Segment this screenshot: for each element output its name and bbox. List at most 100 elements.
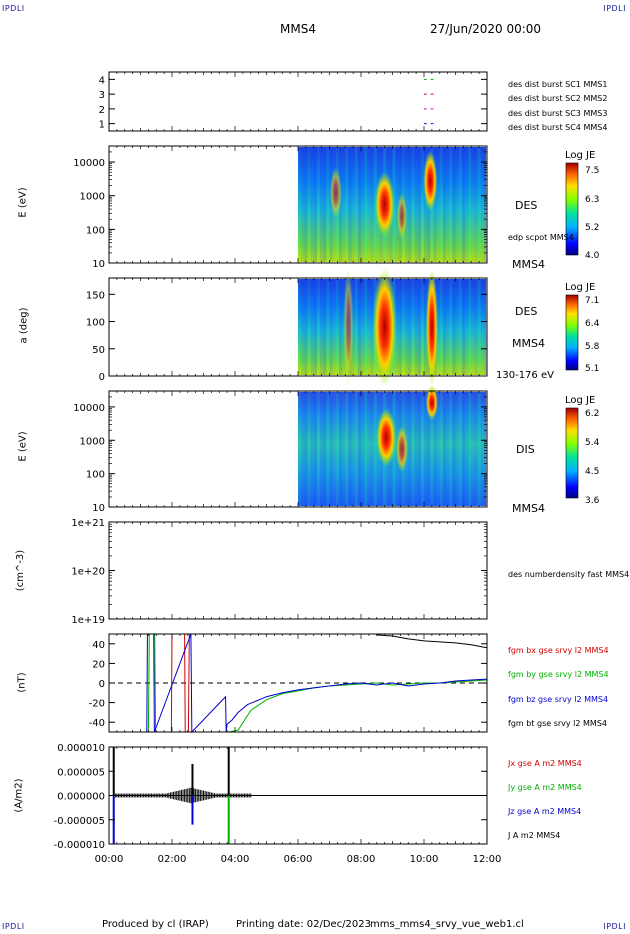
ylabel-current-density: (A/m2) — [13, 778, 25, 813]
ylabel-magnetic-field: (nT) — [16, 672, 28, 693]
spectrogram-stripe — [449, 279, 453, 375]
spectrogram-stripe — [417, 147, 421, 262]
spectrogram-stripe — [342, 392, 346, 506]
spectrogram-stripe — [446, 392, 450, 506]
spectrogram-stripe — [348, 392, 352, 506]
x-tick-label: 08:00 — [347, 854, 376, 865]
spectrogram-stripe — [395, 279, 399, 375]
spectrogram-stripe — [452, 147, 456, 262]
spectrogram-stripe — [395, 147, 399, 262]
spectrogram-stripe — [316, 147, 321, 262]
spectrogram-stripe — [474, 147, 478, 262]
spectrogram-stripe — [373, 392, 377, 506]
spectrogram-stripe — [313, 279, 317, 375]
spectrogram-stripe — [455, 147, 459, 262]
spectrogram-stripe — [408, 147, 412, 262]
spectrogram-stripe — [461, 392, 465, 506]
spectrogram-stripe — [301, 392, 305, 506]
spectrogram-stripe — [424, 147, 428, 262]
spectrogram-stripe — [332, 279, 336, 375]
spectrogram-stripe — [411, 279, 415, 375]
colorbar — [565, 162, 579, 256]
y-tick-label: 40 — [92, 640, 105, 651]
legend-jy: Jy gse A m2 MMS4 — [508, 783, 582, 792]
spectrogram-stripe — [357, 392, 361, 506]
y-tick-label: -0.000005 — [54, 816, 105, 827]
spectrogram-stripe — [342, 147, 346, 262]
spectrogram-stripe — [427, 392, 431, 506]
spectrogram-stripe — [471, 147, 475, 262]
spectrogram-stripe — [310, 279, 314, 375]
spectrogram-stripe — [417, 392, 421, 506]
spectrogram-stripe — [323, 279, 327, 375]
spectrogram-hot-region — [425, 268, 438, 386]
legend-jz: Jz gse A m2 MMS4 — [508, 807, 582, 816]
legend-mms1: des dist burst SC1 MMS1 — [508, 80, 608, 89]
spectrogram-stripe — [370, 147, 374, 262]
spectrogram-stripe — [316, 392, 321, 506]
legend-bz: fgm bz gse srvy l2 MMS4 — [508, 695, 609, 704]
panel-frame-1 — [108, 71, 488, 132]
ylabel-density: (cm^-3) — [15, 549, 27, 592]
spectrogram-stripe — [464, 147, 469, 262]
y-tick-label: 0.000010 — [57, 743, 105, 754]
spectrogram-stripe — [464, 279, 469, 375]
spectrogram-stripe — [329, 392, 333, 506]
spectrogram-stripe — [313, 392, 317, 506]
legend-mms2: des dist burst SC2 MMS2 — [508, 94, 608, 103]
y-tick-label: 100 — [86, 470, 105, 481]
spectrogram-stripe — [439, 392, 443, 506]
line-layer — [109, 78, 488, 844]
spectrogram-stripe — [411, 392, 415, 506]
spectrogram-stripe — [430, 392, 434, 506]
legend-bx: fgm bx gse srvy l2 MMS4 — [508, 646, 609, 655]
spectrogram-stripe — [424, 392, 428, 506]
spectrogram-stripe — [345, 147, 349, 262]
spectrogram-stripe — [483, 147, 487, 262]
colorbar-title-des: Log JE — [565, 150, 596, 161]
spectrogram-stripe — [474, 392, 478, 506]
spectrogram-stripe — [433, 147, 437, 262]
legend-mms4: des dist burst SC4 MMS4 — [508, 123, 608, 132]
colorbar-pad-tick: 7.1 — [585, 296, 600, 306]
colorbar-pad-tick: 6.4 — [585, 319, 600, 329]
y-tick-label: 20 — [92, 659, 105, 670]
spectrogram-stripe — [414, 392, 418, 506]
y-tick-label: -20 — [89, 699, 105, 710]
spectrogram-stripe — [335, 279, 339, 375]
spectrogram-stripe — [414, 279, 418, 375]
spectrogram-stripe — [436, 279, 440, 375]
y-tick-label: 1 — [99, 120, 105, 131]
spectrogram-stripe — [449, 147, 453, 262]
spectrogram-stripe — [326, 279, 330, 375]
spectrogram-stripe — [307, 392, 311, 506]
pad-energy-band-label: 130-176 eV — [496, 370, 554, 381]
spectrogram-stripe — [301, 147, 305, 262]
spectrogram-stripe — [471, 279, 475, 375]
pad-spacecraft-label: MMS4 — [512, 337, 545, 350]
spectrogram-stripe — [329, 279, 333, 375]
spectrogram-stripe — [354, 147, 358, 262]
spectrogram-stripe — [468, 279, 472, 375]
spectrogram-stripe — [405, 147, 409, 262]
series-line — [170, 633, 190, 733]
spectrogram-stripe — [439, 279, 443, 375]
legend-bt: fgm bt gse srvy l2 MMS4 — [508, 719, 607, 728]
dis-spacecraft-label: MMS4 — [512, 502, 545, 515]
spectrogram-stripe — [420, 279, 424, 375]
legend-j: J A m2 MMS4 — [508, 831, 561, 840]
spectrogram-stripe — [338, 279, 343, 375]
legend-jx: Jx gse A m2 MMS4 — [508, 759, 582, 768]
pad-instrument-label: DES — [515, 305, 538, 318]
spectrogram-stripe — [446, 279, 450, 375]
corner-mark-top-right: IPDLI — [603, 4, 626, 13]
colorbar-dis-tick: 6.2 — [585, 409, 600, 419]
colorbar-dis-tick: 3.6 — [585, 496, 600, 506]
spectrogram-stripe — [364, 392, 368, 506]
spectrogram-stripe — [433, 392, 437, 506]
legend-mms3: des dist burst SC3 MMS3 — [508, 109, 608, 118]
spectrogram-stripe — [474, 279, 478, 375]
x-tick-label: 10:00 — [410, 854, 439, 865]
spectrogram-stripe — [304, 279, 308, 375]
spectrogram-stripe — [401, 279, 406, 375]
